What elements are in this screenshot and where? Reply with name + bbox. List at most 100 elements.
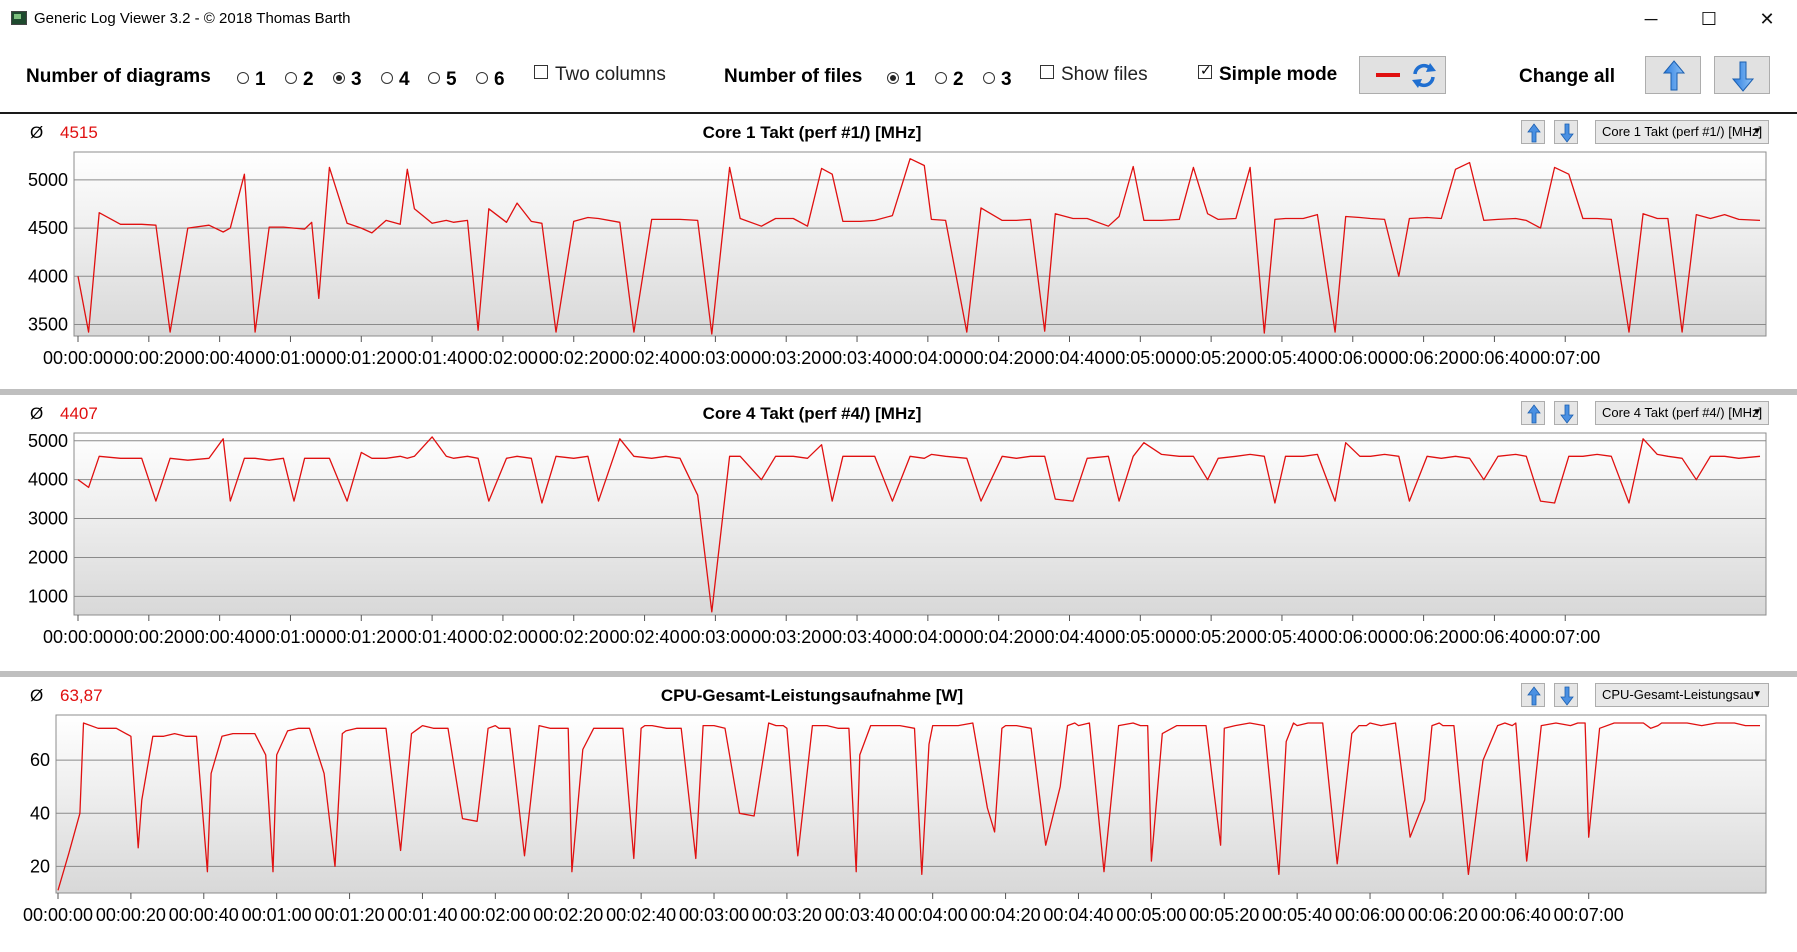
average-symbol: Ø (30, 686, 44, 705)
x-tick-label: 00:00:20 (114, 627, 184, 647)
arrow-down-icon (1560, 686, 1574, 706)
x-tick-label: 00:01:40 (387, 905, 457, 925)
diagram-count-radio-3[interactable]: 3 (333, 69, 362, 90)
x-tick-label: 00:02:00 (468, 348, 538, 368)
y-tick-label: 3000 (28, 509, 68, 529)
chevron-down-icon: ▼ (1752, 126, 1762, 137)
x-tick-label: 00:06:00 (1318, 348, 1388, 368)
diagram-count-radio-circle[interactable] (428, 72, 440, 84)
average-symbol: Ø (30, 404, 44, 423)
y-tick-label: 4000 (28, 266, 68, 286)
x-tick-label: 00:00:00 (23, 905, 93, 925)
plot-area (73, 432, 1767, 616)
x-tick-label: 00:01:20 (326, 627, 396, 647)
show-files-label: Show files (1061, 64, 1148, 85)
chevron-down-icon: ▼ (1752, 689, 1762, 700)
move-up-button[interactable] (1521, 683, 1545, 707)
diagram-count-radio-label: 1 (255, 69, 266, 90)
file-count-radio-2[interactable]: 2 (935, 69, 964, 90)
series-selector-dropdown[interactable]: CPU-Gesamt-Leistungsau ▼ (1595, 683, 1769, 707)
diagram-title: Core 4 Takt (perf #4/) [MHz] (702, 404, 922, 423)
x-tick-label: 00:03:20 (751, 627, 821, 647)
x-tick-label: 00:02:20 (533, 905, 603, 925)
series-selector-value: Core 4 Takt (perf #4/) [MHz] (1602, 405, 1763, 420)
refresh-arrowhead-top (1426, 63, 1436, 72)
diagram-count-radio-circle[interactable] (381, 72, 393, 84)
series-selector-dropdown[interactable]: Core 4 Takt (perf #4/) [MHz] ▼ (1595, 401, 1769, 425)
x-tick-label: 00:06:20 (1408, 905, 1478, 925)
y-tick-label: 3500 (28, 314, 68, 334)
x-tick-label: 00:02:20 (539, 627, 609, 647)
line-style-button[interactable] (1359, 56, 1446, 94)
file-count-radio-3[interactable]: 3 (983, 69, 1012, 90)
diagram-count-radio-5[interactable]: 5 (428, 69, 457, 90)
diagram-count-radio-label: 2 (303, 69, 314, 90)
move-up-button[interactable] (1521, 401, 1545, 425)
move-up-button[interactable] (1521, 120, 1545, 144)
file-count-radio-circle[interactable] (983, 72, 995, 84)
panel-splitter-1[interactable] (0, 389, 1797, 395)
diagram-count-radio-circle[interactable] (333, 72, 345, 84)
file-count-radio-circle[interactable] (887, 72, 899, 84)
two-columns-checkbox[interactable]: Two columns (534, 64, 666, 86)
simple-mode-label: Simple mode (1219, 64, 1338, 85)
x-tick-label: 00:04:20 (964, 627, 1034, 647)
simple-mode-checkbox[interactable]: Simple mode (1198, 62, 1338, 86)
number-of-diagrams-label: Number of diagrams (26, 66, 211, 87)
x-tick-label: 00:00:20 (96, 905, 166, 925)
x-tick-label: 00:02:40 (606, 905, 676, 925)
arrow-down-icon (1560, 123, 1574, 143)
file-count-radio-circle[interactable] (935, 72, 947, 84)
x-tick-label: 00:04:00 (893, 627, 963, 647)
move-down-button[interactable] (1554, 120, 1578, 144)
x-tick-label: 00:00:20 (114, 348, 184, 368)
close-button[interactable]: ✕ (1759, 9, 1775, 29)
toolbar-divider (0, 112, 1797, 114)
diagram-count-radio-label: 6 (494, 69, 505, 90)
arrow-up-icon (1527, 686, 1541, 706)
x-tick-label: 00:06:40 (1481, 905, 1551, 925)
diagram-count-radio-4[interactable]: 4 (381, 69, 410, 90)
x-tick-label: 00:04:40 (1043, 905, 1113, 925)
show-files-checkbox-box[interactable] (1040, 65, 1054, 79)
x-tick-label: 00:06:40 (1459, 348, 1529, 368)
show-files-checkbox[interactable]: Show files (1040, 64, 1148, 86)
x-tick-label: 00:05:20 (1176, 348, 1246, 368)
diagram-count-radio-circle[interactable] (237, 72, 249, 84)
x-tick-label: 00:07:00 (1530, 348, 1600, 368)
plot-area (73, 151, 1767, 337)
move-all-up-button[interactable] (1645, 56, 1701, 94)
simple-mode-checkbox-box[interactable] (1198, 62, 1212, 79)
diagram-count-radio-6[interactable]: 6 (476, 69, 505, 90)
diagram-count-radio-2[interactable]: 2 (285, 69, 314, 90)
plot-area (55, 714, 1767, 894)
x-tick-label: 00:04:00 (893, 348, 963, 368)
series-selector-value: CPU-Gesamt-Leistungsau (1602, 687, 1754, 702)
move-all-down-button[interactable] (1714, 56, 1770, 94)
maximize-button[interactable]: ☐ (1700, 9, 1718, 29)
average-symbol: Ø (30, 123, 44, 142)
y-tick-label: 40 (30, 803, 50, 823)
y-tick-label: 5000 (28, 431, 68, 451)
diagram-count-radio-label: 3 (351, 69, 362, 90)
diagram-count-radio-1[interactable]: 1 (237, 69, 266, 90)
diagram-count-radio-circle[interactable] (476, 72, 488, 84)
y-tick-label: 1000 (28, 586, 68, 606)
diagram-count-radio-circle[interactable] (285, 72, 297, 84)
number-of-files-label: Number of files (724, 66, 863, 87)
file-count-radio-label: 2 (953, 69, 964, 90)
x-tick-label: 00:02:20 (539, 348, 609, 368)
arrow-up-icon (1662, 60, 1686, 91)
move-down-button[interactable] (1554, 683, 1578, 707)
minimize-button[interactable]: ─ (1644, 9, 1658, 29)
file-count-radio-1[interactable]: 1 (887, 69, 916, 90)
two-columns-checkbox-box[interactable] (534, 65, 548, 79)
x-tick-label: 00:02:00 (468, 627, 538, 647)
panel-splitter-2[interactable] (0, 671, 1797, 677)
series-line (57, 722, 1760, 891)
move-down-button[interactable] (1554, 401, 1578, 425)
x-tick-label: 00:06:20 (1389, 627, 1459, 647)
series-selector-dropdown[interactable]: Core 1 Takt (perf #1/) [MHz] ▼ (1595, 120, 1769, 144)
